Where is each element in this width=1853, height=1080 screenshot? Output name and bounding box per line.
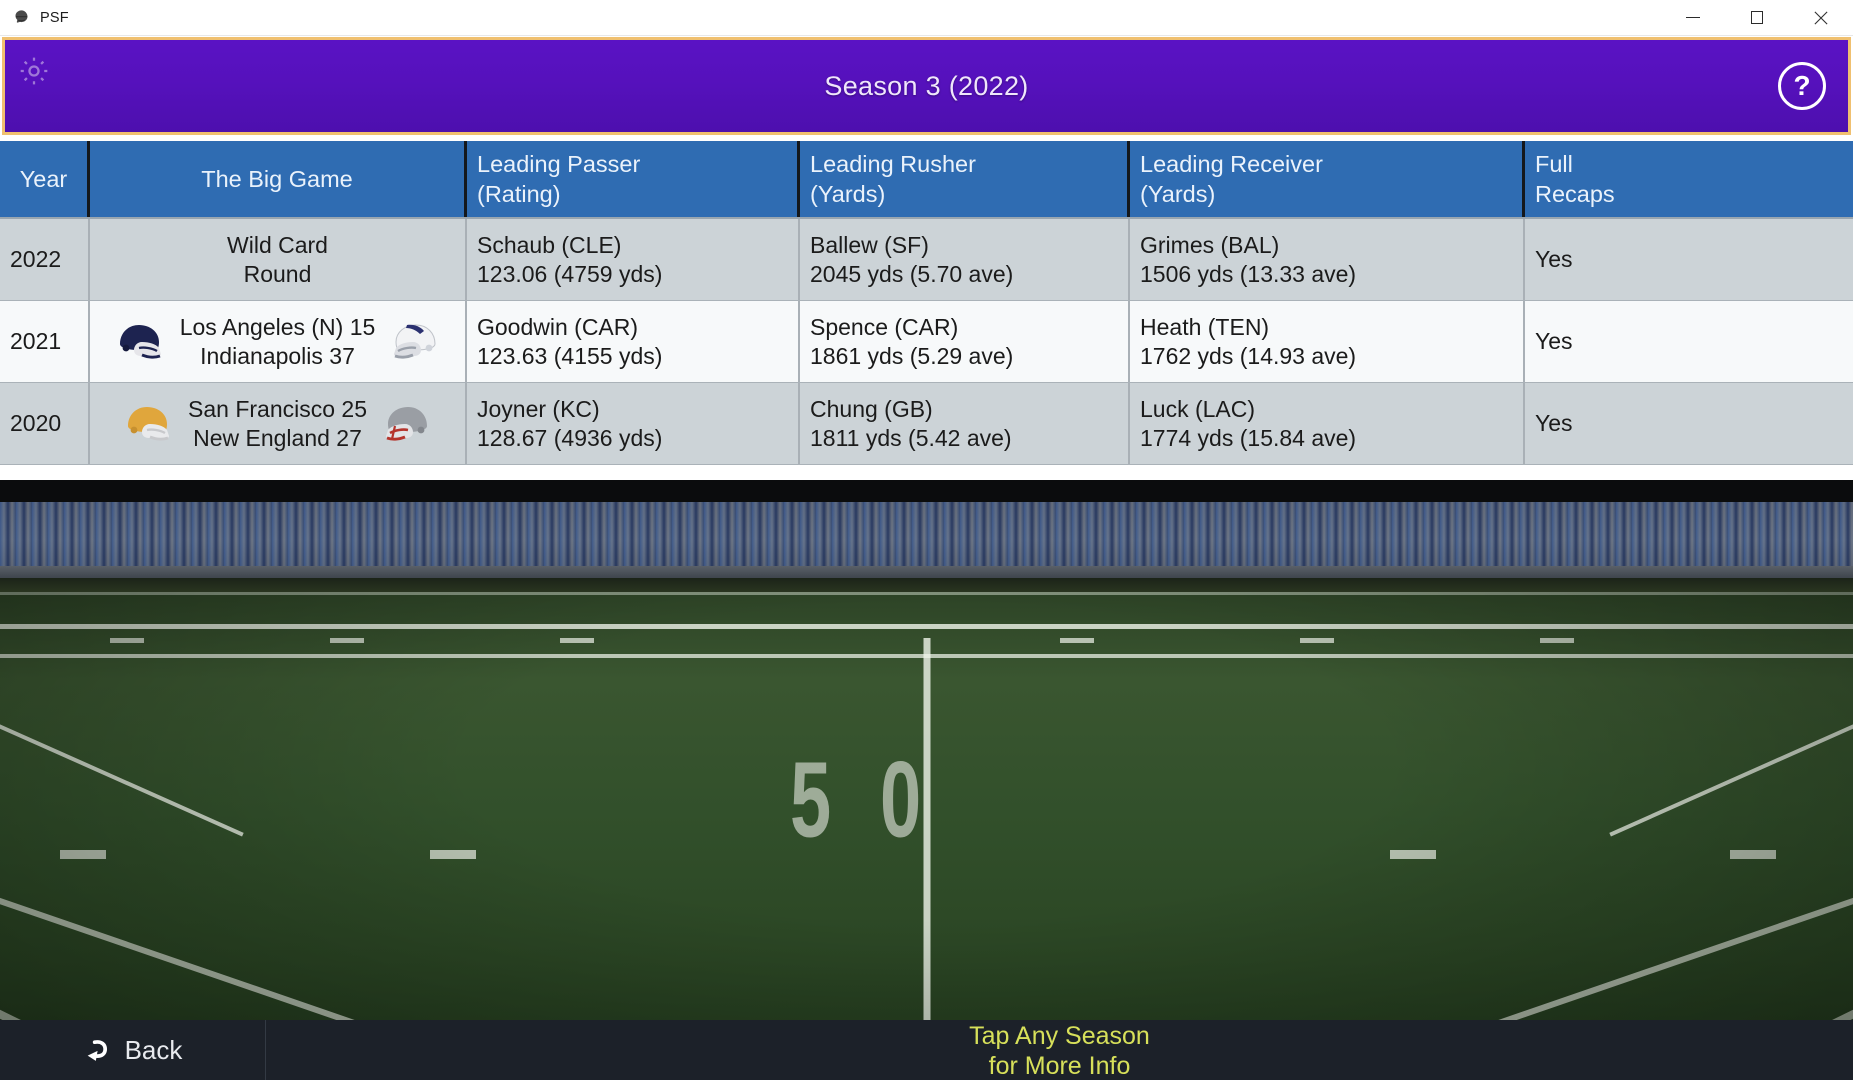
header-line-1: Leading Receiver — [1140, 150, 1323, 177]
passer-name: Joyner (KC) — [477, 395, 600, 422]
receiver-name: Heath (TEN) — [1140, 313, 1270, 340]
receiver-stat: 1774 yds (15.84 ave) — [1140, 424, 1357, 451]
cell-full-recaps[interactable]: Yes — [1535, 328, 1573, 355]
cell-year: 2021 — [0, 301, 90, 382]
passer-stat: 123.06 (4759 yds) — [477, 260, 663, 287]
header-line-1: Full — [1535, 150, 1573, 177]
white-helmet-icon — [381, 318, 443, 366]
cell-leading-passer: Schaub (CLE) 123.06 (4759 yds) — [467, 219, 800, 300]
passer-stat: 128.67 (4936 yds) — [477, 424, 663, 451]
table-row[interactable]: 2022 Wild Card Round Schaub (CLE) 123.06… — [0, 219, 1853, 301]
header-line-1: Leading Rusher — [810, 150, 976, 177]
column-header-full-recaps: Full Recaps — [1525, 141, 1853, 217]
minimize-icon[interactable] — [1661, 0, 1725, 35]
gear-icon[interactable] — [17, 54, 51, 88]
column-header-leading-receiver: Leading Receiver (Yards) — [1130, 141, 1525, 217]
game-line-2: Indianapolis 37 — [200, 342, 355, 369]
cell-year: 2022 — [0, 219, 90, 300]
stadium-background: 5 0 — [0, 480, 1853, 1080]
tap-hint: Tap Any Season for More Info — [969, 1022, 1150, 1080]
rusher-stat: 1811 yds (5.42 ave) — [810, 424, 1012, 451]
silver-helmet-icon — [373, 400, 435, 448]
cell-leading-receiver: Luck (LAC) 1774 yds (15.84 ave) — [1130, 383, 1525, 464]
maximize-icon[interactable] — [1725, 0, 1789, 35]
hint-line-1: Tap Any Season — [969, 1022, 1150, 1050]
cell-leading-passer: Joyner (KC) 128.67 (4936 yds) — [467, 383, 800, 464]
cell-big-game: Los Angeles (N) 15 Indianapolis 37 — [90, 301, 467, 382]
cell-big-game: Wild Card Round — [90, 219, 467, 300]
cell-leading-passer: Goodwin (CAR) 123.63 (4155 yds) — [467, 301, 800, 382]
receiver-name: Grimes (BAL) — [1140, 231, 1280, 258]
field-yard-number: 5 0 — [0, 739, 1853, 859]
header-line-1: Leading Passer — [477, 150, 641, 177]
cell-leading-rusher: Chung (GB) 1811 yds (5.42 ave) — [800, 383, 1130, 464]
game-line-1: Wild Card — [227, 231, 328, 258]
header-line-2: Recaps — [1535, 181, 1615, 207]
back-arrow-icon — [83, 1034, 111, 1067]
cell-leading-rusher: Spence (CAR) 1861 yds (5.29 ave) — [800, 301, 1130, 382]
page-title: Season 3 (2022) — [824, 70, 1029, 101]
cell-full-recaps[interactable]: Yes — [1535, 246, 1573, 273]
window-title: PSF — [40, 9, 69, 26]
season-header: Season 3 (2022) ? — [2, 37, 1851, 135]
rusher-name: Chung (GB) — [810, 395, 933, 422]
stadium-rail — [0, 566, 1853, 580]
column-header-leading-passer: Leading Passer (Rating) — [467, 141, 800, 217]
passer-stat: 123.63 (4155 yds) — [477, 342, 663, 369]
receiver-name: Luck (LAC) — [1140, 395, 1256, 422]
receiver-stat: 1762 yds (14.93 ave) — [1140, 342, 1357, 369]
game-line-2: Round — [243, 260, 312, 287]
football-field: 5 0 — [0, 592, 1853, 1080]
field-number-left: 5 — [790, 739, 831, 860]
game-line-2: New England 27 — [193, 424, 362, 451]
title-bar: PSF — [0, 0, 1853, 36]
header-line-2: (Yards) — [1140, 181, 1216, 207]
table-header-row: Year The Big Game Leading Passer (Rating… — [0, 141, 1853, 219]
column-header-year: Year — [0, 141, 90, 217]
rusher-stat: 1861 yds (5.29 ave) — [810, 342, 1014, 369]
receiver-stat: 1506 yds (13.33 ave) — [1140, 260, 1357, 287]
navy-helmet-icon — [112, 318, 174, 366]
header-line-2: (Yards) — [810, 181, 886, 207]
field-shadow — [0, 578, 1853, 596]
cell-leading-receiver: Grimes (BAL) 1506 yds (13.33 ave) — [1130, 219, 1525, 300]
game-line-1: San Francisco 25 — [188, 395, 367, 422]
help-icon[interactable]: ? — [1778, 62, 1826, 110]
hint-line-2: for More Info — [988, 1051, 1131, 1080]
cell-leading-rusher: Ballew (SF) 2045 yds (5.70 ave) — [800, 219, 1130, 300]
rusher-stat: 2045 yds (5.70 ave) — [810, 260, 1014, 287]
cell-leading-receiver: Heath (TEN) 1762 yds (14.93 ave) — [1130, 301, 1525, 382]
table-row[interactable]: 2020 San Francisco 25 New — [0, 383, 1853, 465]
field-number-right: 0 — [880, 739, 921, 860]
header-line-2: (Rating) — [477, 181, 561, 207]
back-button[interactable]: Back — [0, 1020, 266, 1080]
gold-helmet-icon — [120, 400, 182, 448]
cell-full-recaps[interactable]: Yes — [1535, 410, 1573, 437]
stadium-crowd — [0, 502, 1853, 570]
passer-name: Schaub (CLE) — [477, 231, 622, 258]
cell-big-game: San Francisco 25 New England 27 — [90, 383, 467, 464]
back-label: Back — [124, 1034, 183, 1065]
close-icon[interactable] — [1789, 0, 1853, 35]
column-header-leading-rusher: Leading Rusher (Yards) — [800, 141, 1130, 217]
hint-area: Tap Any Season for More Info — [266, 1020, 1853, 1080]
game-line-1: Los Angeles (N) 15 — [179, 313, 376, 340]
column-header-big-game: The Big Game — [90, 141, 467, 217]
football-helmet-icon — [11, 8, 31, 28]
season-table: Year The Big Game Leading Passer (Rating… — [0, 141, 1853, 465]
bottom-bar: Back Tap Any Season for More Info — [0, 1020, 1853, 1080]
rusher-name: Ballew (SF) — [810, 231, 929, 258]
passer-name: Goodwin (CAR) — [477, 313, 639, 340]
table-row[interactable]: 2021 Los Angeles (N) 15 In — [0, 301, 1853, 383]
cell-year: 2020 — [0, 383, 90, 464]
rusher-name: Spence (CAR) — [810, 313, 959, 340]
